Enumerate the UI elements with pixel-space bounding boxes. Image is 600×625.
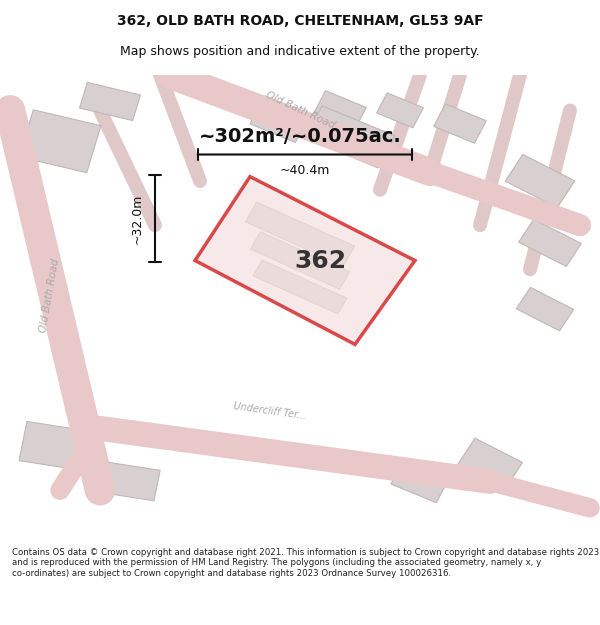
- Text: Old Bath Road: Old Bath Road: [38, 258, 61, 334]
- Text: Map shows position and indicative extent of the property.: Map shows position and indicative extent…: [120, 44, 480, 58]
- Text: 362, OLD BATH ROAD, CHELTENHAM, GL53 9AF: 362, OLD BATH ROAD, CHELTENHAM, GL53 9AF: [116, 14, 484, 28]
- Text: ~302m²/~0.075ac.: ~302m²/~0.075ac.: [199, 127, 401, 146]
- Polygon shape: [250, 96, 310, 142]
- Polygon shape: [305, 106, 395, 168]
- Polygon shape: [80, 82, 140, 121]
- Polygon shape: [517, 288, 574, 331]
- Polygon shape: [505, 154, 575, 208]
- Text: ~40.4m: ~40.4m: [280, 164, 330, 177]
- Text: Undercliff Ter...: Undercliff Ter...: [233, 401, 307, 421]
- Text: Contains OS data © Crown copyright and database right 2021. This information is : Contains OS data © Crown copyright and d…: [12, 548, 599, 578]
- Polygon shape: [245, 202, 355, 266]
- Polygon shape: [253, 260, 347, 314]
- Polygon shape: [195, 177, 415, 344]
- Text: Old Bath Road: Old Bath Road: [264, 90, 336, 131]
- Polygon shape: [250, 232, 350, 289]
- Polygon shape: [314, 91, 367, 130]
- Polygon shape: [457, 438, 523, 489]
- Polygon shape: [391, 460, 449, 503]
- Polygon shape: [518, 219, 581, 266]
- Polygon shape: [377, 93, 424, 128]
- Polygon shape: [19, 110, 101, 173]
- Polygon shape: [19, 421, 91, 471]
- Polygon shape: [100, 462, 160, 501]
- Polygon shape: [434, 104, 487, 143]
- Text: 362: 362: [294, 249, 346, 272]
- Text: ~32.0m: ~32.0m: [131, 193, 143, 244]
